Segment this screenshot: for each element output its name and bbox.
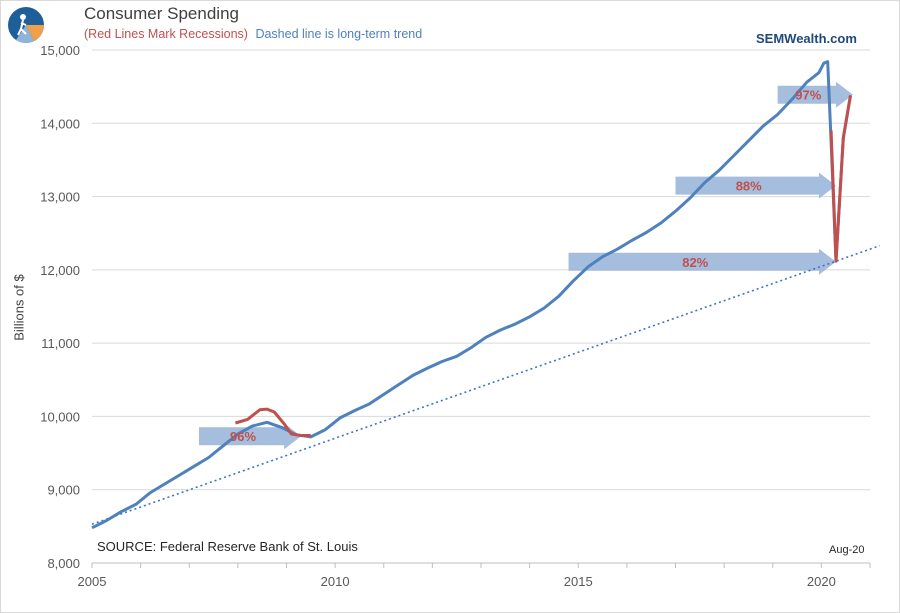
spending-line bbox=[91, 60, 852, 530]
chart-title: Consumer Spending bbox=[84, 4, 239, 23]
recession-line bbox=[234, 407, 311, 437]
y-tick-label: 13,000 bbox=[40, 190, 80, 205]
x-tick-label: 2020 bbox=[807, 574, 836, 589]
y-tick-label: 10,000 bbox=[40, 409, 80, 424]
x-tick-label: 2015 bbox=[564, 574, 593, 589]
y-tick-label: 12,000 bbox=[40, 263, 80, 278]
annotation-label: 97% bbox=[795, 88, 821, 103]
recession-line bbox=[829, 95, 852, 263]
chart-subtitle: (Red Lines Mark Recessions) Dashed line … bbox=[84, 27, 422, 41]
annotation-arrow bbox=[675, 172, 836, 199]
y-tick-label: 9,000 bbox=[47, 483, 80, 498]
annotation-label: 88% bbox=[736, 179, 762, 194]
y-tick-label: 11,000 bbox=[41, 336, 80, 351]
source-note: SOURCE: Federal Reserve Bank of St. Loui… bbox=[97, 539, 358, 554]
annotation-arrow bbox=[777, 81, 853, 108]
y-tick-label: 14,000 bbox=[40, 116, 80, 131]
x-tick-label: 2005 bbox=[78, 574, 107, 589]
recession-note: (Red Lines Mark Recessions) bbox=[84, 27, 248, 41]
y-tick-label: 8,000 bbox=[47, 556, 80, 571]
semwealth-logo-icon bbox=[8, 7, 44, 43]
brand-label: SEMWealth.com bbox=[756, 31, 857, 46]
annotation-arrow bbox=[198, 423, 302, 450]
annotation-label: 96% bbox=[230, 429, 256, 444]
annotation-label: 82% bbox=[682, 255, 708, 270]
y-tick-label: 15,000 bbox=[40, 43, 80, 58]
trend-line bbox=[91, 244, 880, 525]
x-tick-label: 2010 bbox=[321, 574, 350, 589]
annotation-arrow bbox=[568, 248, 836, 275]
trend-note: Dashed line is long-term trend bbox=[255, 27, 423, 41]
date-label: Aug-20 bbox=[829, 544, 865, 556]
